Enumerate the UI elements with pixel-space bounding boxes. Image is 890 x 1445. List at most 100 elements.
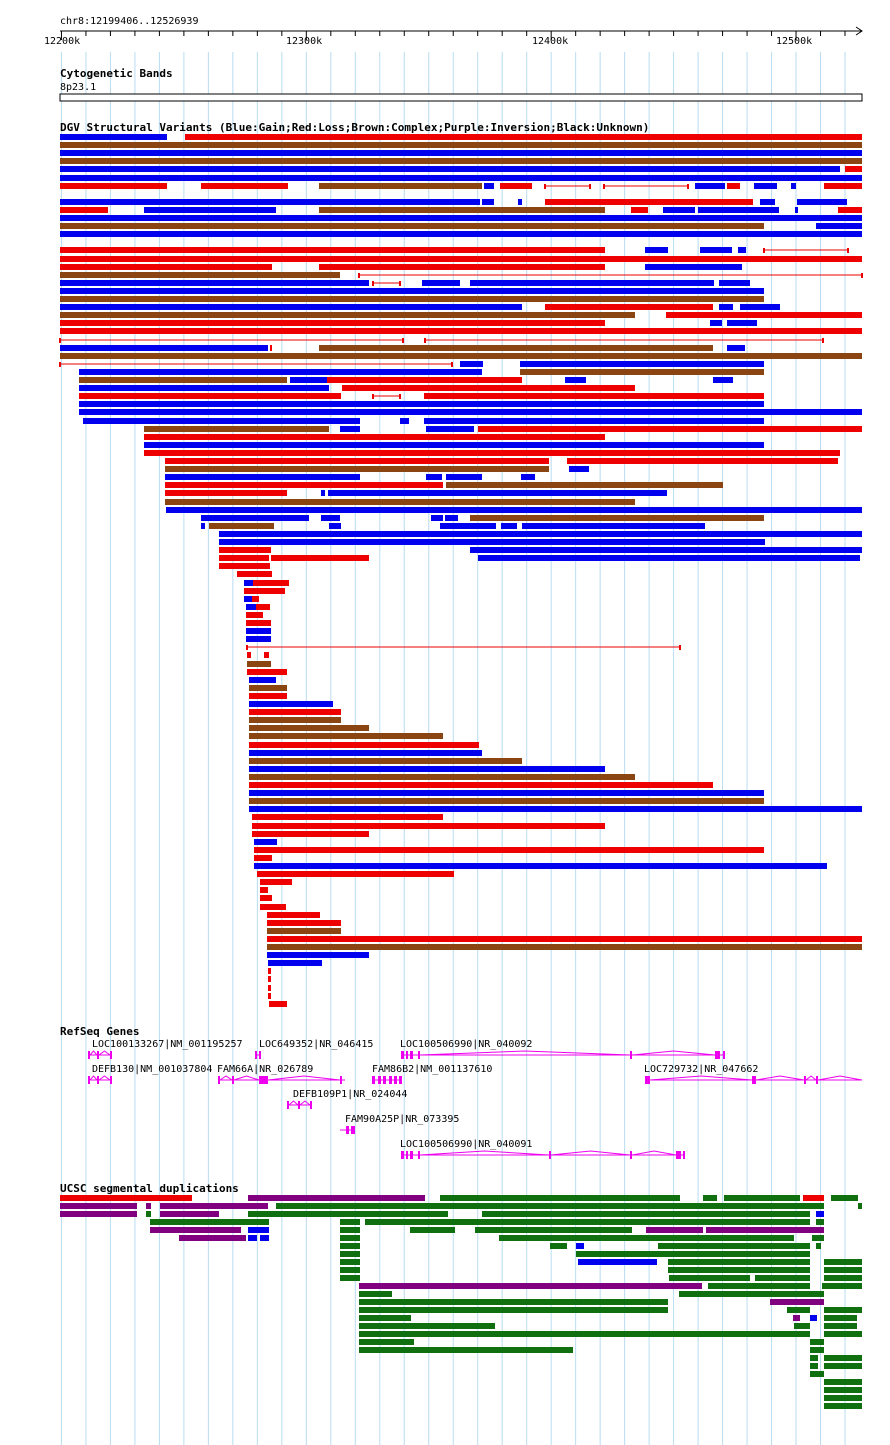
dgv-variant[interactable] (201, 515, 309, 521)
dgv-variant[interactable] (247, 669, 287, 675)
gene-exon[interactable] (418, 1151, 420, 1159)
segdup-feature[interactable] (276, 1203, 824, 1209)
dgv-variant[interactable] (319, 345, 713, 351)
gene-exon[interactable] (406, 1051, 408, 1059)
dgv-variant[interactable] (727, 345, 745, 351)
dgv-variant[interactable] (201, 183, 288, 189)
dgv-variant[interactable] (79, 377, 287, 383)
dgv-variant[interactable] (319, 264, 605, 270)
gene-exon[interactable] (88, 1076, 90, 1084)
dgv-variant[interactable] (249, 758, 522, 764)
dgv-variant[interactable] (244, 580, 253, 586)
segdup-feature[interactable] (60, 1195, 192, 1201)
dgv-variant[interactable] (342, 385, 635, 391)
dgv-variant[interactable] (645, 264, 742, 270)
segdup-feature[interactable] (160, 1211, 219, 1217)
segdup-feature[interactable] (340, 1267, 360, 1273)
dgv-variant[interactable] (60, 134, 167, 140)
dgv-variant[interactable] (249, 701, 333, 707)
dgv-variant[interactable] (165, 499, 635, 505)
dgv-variant[interactable] (446, 482, 723, 488)
gene-exon[interactable] (410, 1051, 413, 1059)
dgv-variant[interactable] (246, 620, 271, 626)
segdup-feature[interactable] (755, 1275, 810, 1281)
segdup-feature[interactable] (810, 1315, 817, 1321)
dgv-variant[interactable] (249, 685, 287, 691)
segdup-feature[interactable] (668, 1259, 810, 1265)
segdup-feature[interactable] (812, 1235, 824, 1241)
dgv-variant[interactable] (267, 936, 862, 942)
dgv-variant[interactable] (424, 418, 764, 424)
segdup-feature[interactable] (340, 1251, 360, 1257)
segdup-feature[interactable] (150, 1227, 241, 1233)
gene-exon[interactable] (630, 1051, 632, 1059)
segdup-feature[interactable] (359, 1283, 702, 1289)
dgv-variant[interactable] (249, 742, 479, 748)
dgv-variant[interactable] (60, 183, 167, 189)
segdup-feature[interactable] (708, 1283, 810, 1289)
gene-exon[interactable] (259, 1051, 261, 1059)
segdup-feature[interactable] (668, 1267, 810, 1273)
dgv-variant[interactable] (440, 523, 496, 529)
dgv-variant[interactable] (252, 814, 443, 820)
dgv-variant[interactable] (645, 247, 668, 253)
segdup-feature[interactable] (810, 1355, 818, 1361)
segdup-feature[interactable] (359, 1291, 392, 1297)
segdup-feature[interactable] (824, 1315, 857, 1321)
cytoband-bar[interactable] (59, 93, 863, 102)
gene-exon[interactable] (383, 1076, 386, 1084)
dgv-variant[interactable] (165, 458, 549, 464)
dgv-variant[interactable] (845, 166, 862, 172)
segdup-feature[interactable] (816, 1211, 824, 1217)
dgv-variant[interactable] (482, 199, 494, 205)
gene-exon[interactable] (287, 1101, 289, 1109)
dgv-variant[interactable] (422, 280, 460, 286)
dgv-variant[interactable] (246, 612, 263, 618)
dgv-variant[interactable] (244, 580, 289, 586)
dgv-variant[interactable] (631, 207, 648, 213)
gene-exon[interactable] (340, 1076, 342, 1084)
dgv-variant[interactable] (249, 709, 341, 715)
dgv-variant[interactable] (144, 442, 764, 448)
dgv-variant[interactable] (567, 458, 838, 464)
dgv-variant[interactable] (247, 661, 271, 667)
segdup-feature[interactable] (810, 1371, 824, 1377)
dgv-variant[interactable] (268, 960, 322, 966)
gene-exon[interactable] (259, 1076, 268, 1084)
dgv-variant[interactable] (60, 280, 369, 286)
cytoband-track[interactable]: Cytogenetic Bands 8p23.1 (59, 67, 863, 102)
dgv-variant[interactable] (838, 207, 862, 213)
dgv-variant[interactable] (727, 320, 757, 326)
segdup-feature[interactable] (578, 1259, 657, 1265)
gene-exon[interactable] (218, 1076, 220, 1084)
dgv-variant[interactable] (824, 183, 862, 189)
dgv-variant[interactable] (83, 418, 360, 424)
dgv-variant[interactable] (710, 320, 722, 326)
segdup-feature[interactable] (340, 1259, 360, 1265)
segdup-feature[interactable] (359, 1323, 495, 1329)
segdup-feature[interactable] (824, 1395, 862, 1401)
dgv-variant[interactable] (249, 677, 276, 683)
dgv-variant[interactable] (791, 183, 796, 189)
dgv-variant[interactable] (219, 539, 765, 545)
dgv-variant[interactable] (244, 596, 259, 602)
gene-exon[interactable] (389, 1076, 392, 1084)
segdup-feature[interactable] (340, 1219, 360, 1225)
dgv-variant[interactable] (565, 377, 586, 383)
gene-exon[interactable] (549, 1151, 551, 1159)
dgv-variant[interactable] (269, 1001, 287, 1007)
dgv-variant[interactable] (478, 555, 860, 561)
dgv-variant[interactable] (321, 515, 340, 521)
dgv-variant[interactable] (727, 183, 740, 189)
dgv-variant[interactable] (426, 426, 474, 432)
segdup-feature[interactable] (706, 1227, 824, 1233)
dgv-variant[interactable] (185, 134, 862, 140)
dgv-variant[interactable] (60, 345, 268, 351)
dgv-variant[interactable] (144, 207, 276, 213)
dgv-variant[interactable] (254, 839, 277, 845)
dgv-variant[interactable] (713, 377, 733, 383)
dgv-variant[interactable] (569, 466, 589, 472)
dgv-variant[interactable] (500, 183, 532, 189)
segdup-feature[interactable] (248, 1195, 425, 1201)
dgv-variant[interactable] (340, 531, 862, 537)
